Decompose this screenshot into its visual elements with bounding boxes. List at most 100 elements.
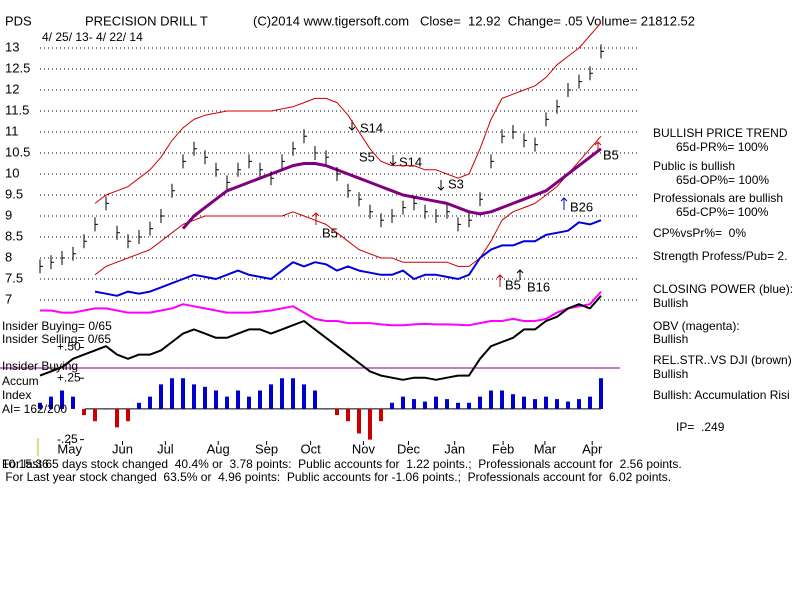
left-note: Index [2,388,31,402]
accum-bar [478,396,482,409]
accum-bar [346,408,350,422]
accum-bar [115,408,119,428]
accum-bar [511,394,515,409]
accum-bar [203,386,207,409]
price-bar [545,112,549,127]
annotation: B5 [322,225,338,240]
annotation: B26 [570,199,593,214]
accum-bar [159,384,163,409]
accum-bar [38,402,42,409]
price-bar [446,204,450,219]
y-tick-label: 7 [5,291,12,306]
accum-bar [324,408,328,410]
series-line [40,290,602,327]
accum-bar [390,402,394,409]
x-tick-label: Nov [352,441,376,456]
y-tick-label: 10 [5,165,19,180]
arrow-down [437,180,445,191]
price-bar [358,192,362,207]
panel-text: 65d-CP%= 100% [676,205,769,219]
price-bar [534,137,538,152]
price-bar [303,129,307,144]
price-bar [512,125,516,139]
price-bar [171,183,175,198]
accum-bar [247,396,251,409]
price-bar [402,200,406,215]
arrow-up [516,269,524,280]
price-bar [556,99,560,114]
price-bar [39,259,43,274]
x-tick-label: Feb [492,441,514,456]
accum-bar [500,390,504,409]
accum-bar [401,396,405,409]
left-note: Insider Buying= 0/65 [2,319,112,333]
accum-bar [313,390,317,409]
price-bar [457,217,461,232]
y2-tick-label: +.50 [57,340,81,354]
price-bar [523,133,527,148]
price-bar [94,217,98,232]
price-bar [578,74,582,89]
price-bar [215,162,219,177]
y-tick-label: 7.5 [5,270,23,285]
accum-bar [93,408,97,422]
accum-bar [104,408,108,410]
price-bar [226,175,230,190]
accum-bar [181,378,185,409]
accum-bar [269,384,273,409]
panel-text: Bullish [653,367,688,381]
symbol: PDS [5,13,32,28]
y2-tick-label: -.25 [57,432,78,446]
accum-bar [489,390,493,409]
price-bar [567,83,571,97]
accum-bar [599,378,603,409]
accum-bar [544,396,548,409]
quote: Close= 12.92 Change= .05 Volume= 21812.5… [420,13,695,28]
price-bar [435,209,439,223]
price-bar [204,150,208,165]
price-bar [248,154,252,169]
y-tick-label: 9 [5,207,12,222]
annotation: S3 [448,176,464,191]
arrow-up [496,274,504,287]
date-range: 4/ 25/ 13- 4/ 22/ 14 [42,30,143,44]
series-line [39,295,602,381]
price-bar [479,192,483,207]
panel-text: 65d-PR%= 100% [676,140,769,154]
price-bar [347,183,351,198]
footer-text: For Last year stock changed 63.5% or 4.9… [2,470,671,484]
price-bar [127,234,131,249]
annotation: S5 [359,149,375,164]
panel-text: CLOSING POWER (blue): [653,282,793,296]
price-bar [72,246,76,261]
accum-bar [258,390,262,409]
price-bar [292,141,296,156]
y-tick-label: 8 [5,249,12,264]
price-bar [490,154,494,169]
accum-bar [434,396,438,409]
price-bar [138,230,142,244]
price-bar [413,196,417,211]
annotation: S14 [360,120,383,135]
accum-bar [368,408,372,440]
accum-bar [236,390,240,409]
arrow-up [312,212,320,225]
panel-text: Bullish [653,332,688,346]
annotation: B5 [505,277,521,292]
x-tick-label: Jun [112,441,133,456]
price-bar [116,225,120,240]
accum-bar [302,384,306,409]
accum-bar [137,402,141,409]
price-bar [468,213,472,228]
panel-text: OBV (magenta): [653,319,740,333]
accum-bar [412,399,416,409]
left-note: Accum [2,374,39,388]
accum-bar [335,408,339,416]
price-bar [391,209,395,223]
accum-bar [60,390,64,409]
panel-text: BULLISH PRICE TREND [653,126,788,140]
price-bar [325,150,329,165]
accum-bar [49,396,53,409]
price-bar [336,167,340,181]
accum-bar [445,399,449,409]
